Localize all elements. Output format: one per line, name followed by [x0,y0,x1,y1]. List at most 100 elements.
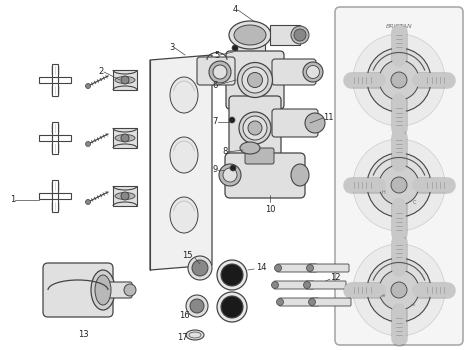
Circle shape [391,282,407,298]
Circle shape [353,244,445,336]
FancyBboxPatch shape [335,7,463,345]
Ellipse shape [243,116,267,140]
Ellipse shape [229,21,271,49]
Text: 16: 16 [179,310,190,320]
Ellipse shape [240,142,260,154]
Circle shape [294,29,306,41]
Polygon shape [150,55,212,270]
Ellipse shape [170,137,198,173]
Ellipse shape [234,25,266,45]
Ellipse shape [192,260,208,276]
Circle shape [230,165,236,171]
Ellipse shape [291,26,309,44]
Bar [39,135,71,141]
Text: 8: 8 [223,147,228,156]
Text: 4: 4 [233,6,238,14]
Ellipse shape [305,113,325,133]
Circle shape [391,72,407,88]
Circle shape [229,117,235,123]
Circle shape [353,139,445,231]
Bar [39,77,71,83]
Circle shape [304,281,311,288]
Circle shape [274,265,281,272]
Circle shape [367,153,431,217]
Ellipse shape [217,260,247,290]
Text: 12: 12 [330,273,340,282]
Circle shape [391,177,407,193]
Ellipse shape [306,65,319,78]
FancyBboxPatch shape [272,109,318,137]
FancyBboxPatch shape [309,264,349,272]
Ellipse shape [188,256,212,280]
Ellipse shape [115,77,135,84]
Ellipse shape [247,72,263,88]
FancyBboxPatch shape [306,281,346,289]
Ellipse shape [291,164,309,186]
Bar [52,122,58,154]
Bar [113,186,137,206]
Text: H: H [381,189,385,195]
Circle shape [367,258,431,322]
Circle shape [232,45,238,51]
Bar [237,35,265,65]
Text: 9: 9 [213,166,218,175]
Circle shape [86,84,91,89]
Text: 15: 15 [182,252,193,260]
Bar [270,25,300,45]
Ellipse shape [221,264,243,286]
FancyBboxPatch shape [225,153,305,198]
Circle shape [121,134,129,142]
FancyBboxPatch shape [197,57,235,85]
Circle shape [121,192,129,200]
FancyBboxPatch shape [274,281,314,289]
Text: off: off [381,294,386,298]
Ellipse shape [91,270,115,310]
Bar [52,64,58,96]
Circle shape [308,299,315,306]
Ellipse shape [242,67,268,93]
Ellipse shape [248,121,262,135]
Ellipse shape [221,296,243,318]
Ellipse shape [124,284,136,296]
Circle shape [379,270,419,310]
Text: 17: 17 [177,334,188,343]
Ellipse shape [213,65,227,79]
Text: 11: 11 [323,113,333,122]
Circle shape [367,48,431,112]
FancyBboxPatch shape [277,264,317,272]
Circle shape [277,299,284,306]
Bar [52,193,58,199]
FancyBboxPatch shape [311,298,351,306]
Text: 14: 14 [256,264,266,273]
FancyBboxPatch shape [245,148,274,164]
Ellipse shape [219,164,241,186]
Circle shape [121,76,129,84]
Ellipse shape [170,77,198,113]
Circle shape [306,265,313,272]
Text: 10: 10 [265,205,275,214]
Bar [113,128,137,148]
Circle shape [86,141,91,147]
Ellipse shape [209,61,231,83]
FancyBboxPatch shape [43,263,113,317]
Ellipse shape [170,197,198,233]
Bar [39,193,71,199]
Circle shape [353,34,445,126]
Circle shape [379,165,419,205]
Ellipse shape [217,292,247,322]
Ellipse shape [115,193,135,200]
Circle shape [379,60,419,100]
Text: C: C [413,199,416,204]
Circle shape [272,281,279,288]
Bar [52,180,58,212]
FancyBboxPatch shape [106,282,132,298]
FancyBboxPatch shape [272,59,316,85]
Ellipse shape [238,63,272,98]
Ellipse shape [190,299,204,313]
Text: 6: 6 [213,80,218,90]
FancyBboxPatch shape [279,298,319,306]
FancyBboxPatch shape [229,96,281,159]
Ellipse shape [186,295,208,317]
Text: 13: 13 [78,330,88,339]
Text: on: on [411,303,416,307]
